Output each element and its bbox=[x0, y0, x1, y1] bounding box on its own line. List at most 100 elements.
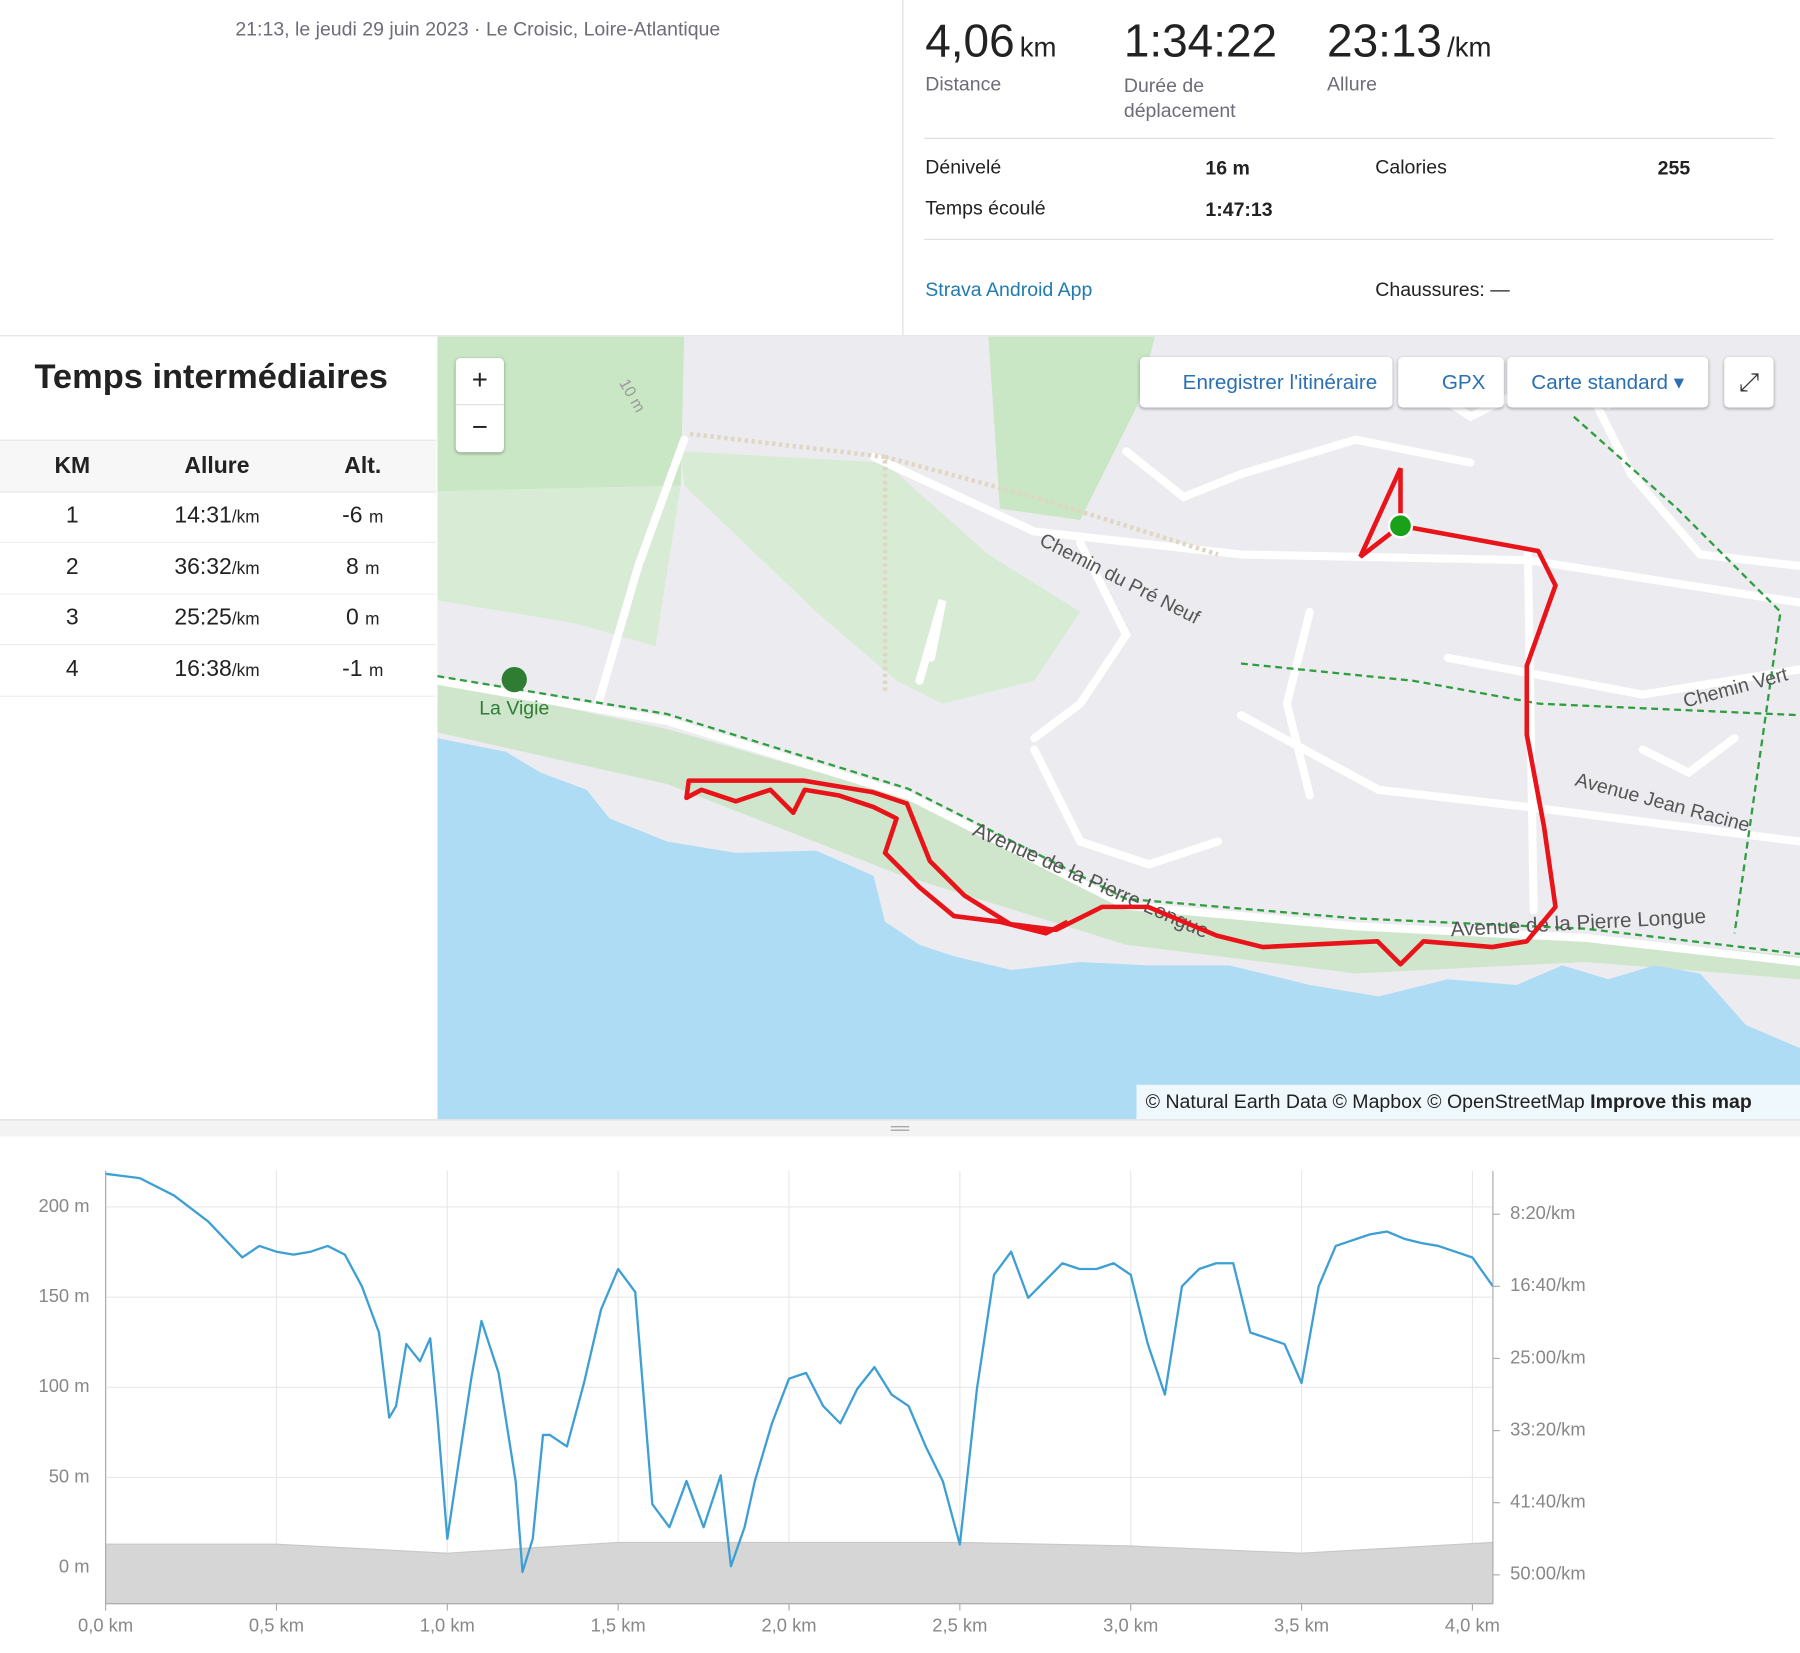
split-row: 3 25:25/km 0 m bbox=[0, 593, 437, 646]
split-pace: 14:31/km bbox=[148, 503, 286, 529]
y2-tick-label: 41:40/km bbox=[1510, 1491, 1586, 1512]
gpx-button[interactable]: GPX bbox=[1398, 357, 1504, 408]
stat-value: 23:13 bbox=[1327, 16, 1442, 67]
x-tick-label: 3,0 km bbox=[1103, 1615, 1158, 1636]
split-row: 1 14:31/km -6 m bbox=[0, 491, 437, 543]
split-pace: 25:25/km bbox=[148, 605, 286, 631]
y-tick-label: 200 m bbox=[39, 1195, 90, 1216]
shoes: Chaussures: — bbox=[1375, 278, 1510, 301]
split-alt: 8 m bbox=[294, 554, 432, 580]
alt-unit: m bbox=[368, 660, 384, 681]
button-label: Carte standard bbox=[1531, 370, 1669, 394]
alt-value: 0 bbox=[346, 604, 359, 631]
alt-value: -6 bbox=[342, 502, 363, 529]
detail-value: 16 m bbox=[1205, 157, 1250, 180]
y-tick-label: 50 m bbox=[49, 1465, 90, 1486]
road bbox=[1122, 435, 1475, 502]
pace-unit: /km bbox=[231, 609, 260, 630]
road bbox=[1236, 711, 1800, 846]
trail bbox=[437, 675, 1800, 956]
pace-value: 25:25 bbox=[174, 604, 232, 631]
alt-value: -1 bbox=[342, 656, 363, 682]
splits-title: Temps intermédiaires bbox=[34, 358, 388, 397]
y2-tick-label: 16:40/km bbox=[1510, 1274, 1586, 1295]
road bbox=[594, 435, 689, 708]
elevation-pace-chart: 0,0 km 0,5 km 1,0 km 1,5 km 2,0 km 2,5 km 3,0 … bbox=[39, 1170, 1586, 1636]
x-tick-label: 0,5 km bbox=[249, 1615, 304, 1636]
x-tick-label: 2,5 km bbox=[932, 1615, 987, 1636]
start-marker bbox=[1387, 513, 1414, 539]
paths bbox=[437, 415, 1800, 956]
fullscreen-button[interactable]: ⤢ bbox=[1724, 357, 1774, 408]
sea bbox=[437, 738, 1800, 1120]
separator bbox=[924, 137, 1774, 139]
split-alt: 0 m bbox=[294, 605, 432, 631]
save-route-button[interactable]: Enregistrer l'itinéraire bbox=[1139, 357, 1393, 408]
pace-unit: /km bbox=[231, 507, 260, 527]
handle bbox=[890, 1129, 910, 1131]
zoom-control: + − bbox=[455, 358, 504, 453]
x-tick-label: 1,0 km bbox=[420, 1615, 475, 1636]
handle bbox=[890, 1126, 910, 1128]
y2-tick-label: 33:20/km bbox=[1510, 1418, 1586, 1439]
alt-value: 8 bbox=[346, 553, 359, 580]
road bbox=[1030, 745, 1223, 869]
y2-tick-label: 50:00/km bbox=[1510, 1563, 1586, 1584]
elevation-area bbox=[105, 1541, 1494, 1605]
detail-label: Dénivelé bbox=[925, 156, 1002, 178]
x-tick-label: 3,5 km bbox=[1274, 1615, 1329, 1636]
alt-unit: m bbox=[365, 558, 380, 578]
x-tick-label: 2,0 km bbox=[761, 1615, 816, 1636]
split-pace: 16:38/km bbox=[148, 656, 286, 682]
alt-unit: m bbox=[368, 507, 384, 527]
detail-label: Calories bbox=[1375, 156, 1447, 178]
split-km: 4 bbox=[65, 656, 79, 682]
improve-link[interactable]: Improve this map bbox=[1590, 1090, 1752, 1113]
attribution-text: © Natural Earth Data © Mapbox © OpenStre… bbox=[1145, 1090, 1585, 1113]
zoom-out[interactable]: − bbox=[471, 412, 488, 444]
park bbox=[437, 485, 681, 647]
zoom-in[interactable]: + bbox=[455, 358, 504, 406]
road bbox=[1638, 734, 1739, 778]
separator bbox=[0, 335, 1800, 337]
footpaths bbox=[689, 431, 1219, 693]
trail bbox=[1573, 415, 1782, 934]
map-style-button[interactable]: Carte standard ▾ bbox=[1507, 357, 1709, 408]
stat-unit: km bbox=[1019, 32, 1057, 64]
map[interactable]: Chemin du Pré Neuf Avenue de la Pierre L… bbox=[437, 336, 1800, 1120]
pace-value: 16:38 bbox=[174, 656, 232, 682]
poi-icon bbox=[501, 666, 527, 693]
stat-value: 4,06 bbox=[925, 16, 1015, 67]
route-start bbox=[1358, 467, 1403, 559]
pace-line bbox=[105, 1172, 1494, 1574]
park bbox=[988, 336, 1155, 521]
x-tick-label: 0,0 km bbox=[78, 1615, 133, 1636]
x-tick-label: 4,0 km bbox=[1445, 1615, 1500, 1636]
y-tick-label: 150 m bbox=[39, 1285, 90, 1306]
road bbox=[1581, 378, 1800, 570]
split-alt: -1 m bbox=[294, 656, 432, 682]
road bbox=[869, 452, 1800, 607]
detail-value: 255 bbox=[1657, 157, 1691, 180]
device-link[interactable]: Strava Android App bbox=[925, 278, 1093, 301]
split-km: 1 bbox=[65, 502, 79, 529]
stat-value: 1:34:22 bbox=[1123, 16, 1278, 67]
stat: 1:34:22 bbox=[1124, 16, 1277, 68]
road bbox=[1523, 550, 1538, 915]
split-pace: 36:32/km bbox=[148, 554, 286, 580]
alt-unit: m bbox=[365, 609, 380, 630]
resize-bar[interactable] bbox=[0, 1119, 1800, 1137]
stat-label: Allure bbox=[1327, 73, 1377, 96]
footpath bbox=[689, 431, 888, 693]
stat-label: Durée de déplacement bbox=[1123, 74, 1236, 122]
road bbox=[1443, 653, 1800, 699]
road bbox=[1030, 538, 1131, 743]
stat-unit: /km bbox=[1447, 32, 1492, 64]
y-tick-label: 100 m bbox=[39, 1375, 90, 1396]
split-alt: -6 m bbox=[294, 503, 432, 529]
footpath bbox=[884, 454, 1219, 557]
y2-tick-label: 25:00/km bbox=[1510, 1346, 1586, 1367]
col-header: Allure bbox=[184, 453, 250, 479]
detail-label: Temps écoulé bbox=[925, 197, 1046, 220]
pace-unit: /km bbox=[231, 660, 260, 681]
